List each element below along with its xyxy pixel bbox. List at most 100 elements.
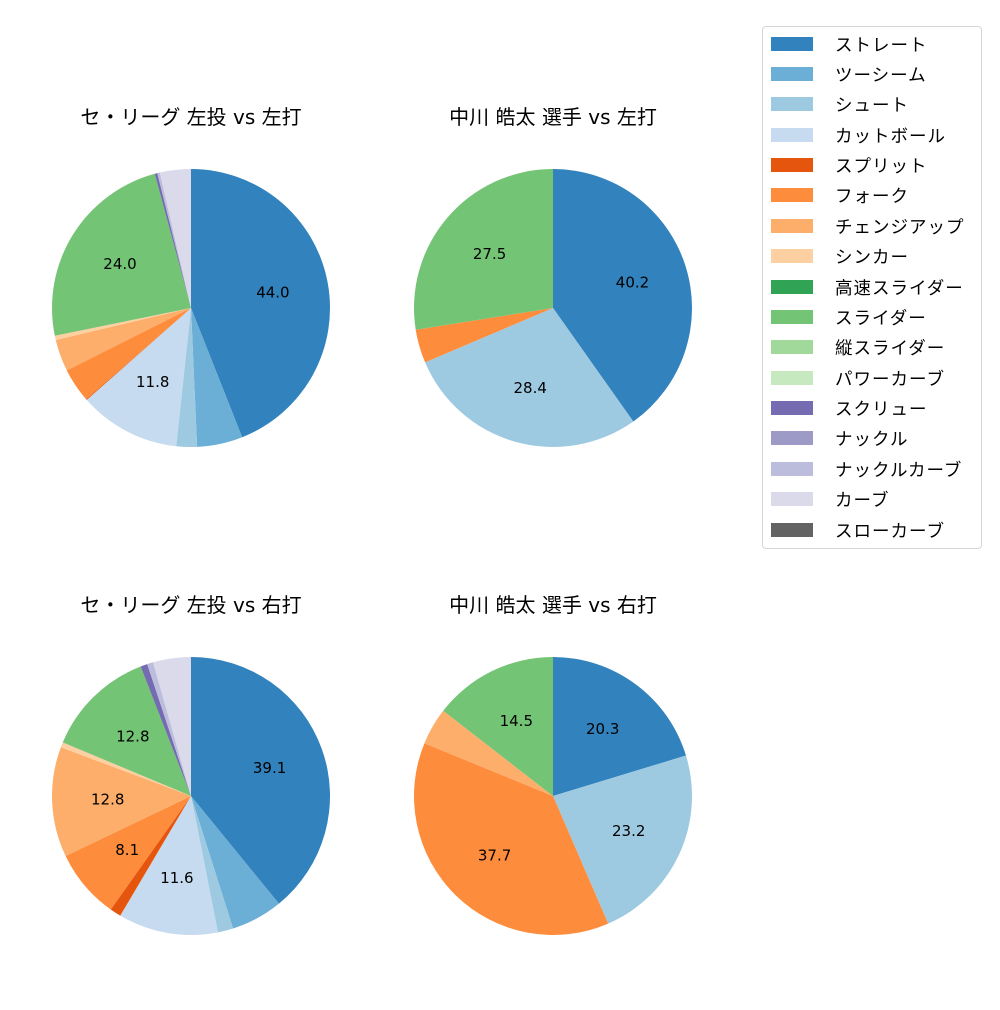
legend-swatch xyxy=(771,310,813,324)
legend-item: ナックルカーブ xyxy=(771,454,962,484)
legend-label: カーブ xyxy=(835,490,890,511)
slice-percent-label: 11.6 xyxy=(160,869,193,887)
legend-swatch xyxy=(771,128,813,142)
legend-swatch xyxy=(771,340,813,354)
legend-swatch xyxy=(771,523,813,537)
pie-slice xyxy=(86,308,191,400)
legend-item: ストレート xyxy=(771,29,928,59)
legend-label: ナックルカーブ xyxy=(835,460,963,481)
pie-panel-league-vs-right: セ・リーグ 左投 vs 右打 39.1 11.6 8.1 12.8 12.8 xyxy=(21,590,361,1010)
legend-label: ストレート xyxy=(835,35,928,56)
chart-title: セ・リーグ 左投 vs 左打 xyxy=(80,105,302,129)
pie-slice xyxy=(55,308,191,371)
legend-label: パワーカーブ xyxy=(835,369,945,390)
pie-slice xyxy=(54,308,191,341)
pie-slice xyxy=(443,657,553,796)
legend-swatch xyxy=(771,219,813,233)
legend-item: スライダー xyxy=(771,302,927,332)
slice-percent-label: 23.2 xyxy=(612,822,645,840)
pie-chart: 20.3 23.2 37.7 14.5 xyxy=(413,657,692,936)
legend-item: シンカー xyxy=(771,241,909,271)
pie-slice xyxy=(153,657,191,796)
pie-slice xyxy=(413,743,609,936)
pie-chart: 39.1 11.6 8.1 12.8 12.8 xyxy=(52,657,331,935)
slice-percent-label: 12.8 xyxy=(91,791,124,809)
pie-slice xyxy=(424,710,553,796)
pie-slice xyxy=(51,173,191,336)
pie-panel-player-vs-right: 中川 皓太 選手 vs 右打 20.3 23.2 37.7 14.5 xyxy=(383,590,723,1010)
legend-swatch xyxy=(771,97,813,111)
pie-slice xyxy=(191,796,279,929)
pie-slice xyxy=(191,308,243,447)
slice-percent-label: 8.1 xyxy=(115,841,139,859)
pie-slice xyxy=(86,308,191,447)
pie-chart: 40.2 28.4 27.5 xyxy=(413,169,692,447)
legend-item: カーブ xyxy=(771,484,889,514)
legend-item: フォーク xyxy=(771,180,909,210)
pie-chart: 44.0 11.8 24.0 xyxy=(51,169,331,448)
pie-slice xyxy=(157,172,191,308)
slice-percent-label: 40.2 xyxy=(616,274,649,292)
legend-label: シュート xyxy=(835,95,909,116)
legend-label: スプリット xyxy=(835,156,928,177)
slice-percent-label: 14.5 xyxy=(500,712,533,730)
pie-slice xyxy=(553,657,686,796)
legend-swatch xyxy=(771,401,813,415)
legend-swatch xyxy=(771,280,813,294)
legend-item: シュート xyxy=(771,89,909,119)
pie-slice xyxy=(154,173,191,308)
pie-slice xyxy=(553,755,692,924)
slice-percent-label: 39.1 xyxy=(253,759,286,777)
chart-title: 中川 皓太 選手 vs 右打 xyxy=(449,593,657,617)
legend-item: スクリュー xyxy=(771,393,928,423)
pie-slice xyxy=(62,666,191,796)
legend-label: ツーシーム xyxy=(835,65,927,86)
pie-slice xyxy=(191,796,234,933)
slice-percent-label: 37.7 xyxy=(478,847,511,865)
legend-label: シンカー xyxy=(835,247,909,268)
legend-swatch xyxy=(771,67,813,81)
pie-panel-league-vs-left: セ・リーグ 左投 vs 左打 44.0 11.8 24.0 xyxy=(21,102,361,522)
legend-item: ツーシーム xyxy=(771,59,927,89)
legend-swatch xyxy=(771,249,813,263)
legend-label: スローカーブ xyxy=(835,521,945,542)
slice-percent-label: 20.3 xyxy=(586,720,619,738)
legend-label: スライダー xyxy=(835,308,927,329)
slice-percent-label: 27.5 xyxy=(473,245,506,263)
pie-slice xyxy=(120,796,218,935)
legend-item: カットボール xyxy=(771,120,946,150)
pie-slice xyxy=(60,742,191,796)
legend-item: 高速スライダー xyxy=(771,272,964,302)
pie-slice xyxy=(52,747,191,856)
slice-percent-label: 24.0 xyxy=(103,255,136,273)
legend-swatch xyxy=(771,431,813,445)
pie-slice xyxy=(413,169,553,330)
legend-swatch xyxy=(771,371,813,385)
legend-label: カットボール xyxy=(835,126,946,147)
legend-item: スプリット xyxy=(771,150,928,180)
pie-slice xyxy=(110,796,191,916)
legend-label: 高速スライダー xyxy=(835,278,964,299)
pie-slice xyxy=(140,664,191,796)
legend: ストレート ツーシーム シュート カットボール スプリット フォーク チェンジア… xyxy=(762,26,982,549)
chart-title: セ・リーグ 左投 vs 右打 xyxy=(80,593,302,617)
slice-percent-label: 11.8 xyxy=(136,373,169,391)
legend-swatch xyxy=(771,462,813,476)
slice-percent-label: 12.8 xyxy=(116,727,149,745)
pie-slice xyxy=(553,169,692,422)
legend-item: パワーカーブ xyxy=(771,363,945,393)
pie-slice xyxy=(66,308,191,400)
legend-swatch xyxy=(771,37,813,51)
pie-slice xyxy=(176,308,198,448)
legend-item: 縦スライダー xyxy=(771,332,945,362)
pie-panel-player-vs-left: 中川 皓太 選手 vs 左打 40.2 28.4 27.5 xyxy=(383,102,723,522)
chart-title: 中川 皓太 選手 vs 左打 xyxy=(449,105,657,129)
legend-item: ナックル xyxy=(771,423,908,453)
legend-label: スクリュー xyxy=(835,399,928,420)
legend-label: フォーク xyxy=(835,186,909,207)
legend-swatch xyxy=(771,188,813,202)
slice-percent-label: 44.0 xyxy=(256,283,289,301)
pie-slice xyxy=(147,662,191,796)
legend-item: チェンジアップ xyxy=(771,211,965,241)
pie-slice xyxy=(425,308,634,447)
